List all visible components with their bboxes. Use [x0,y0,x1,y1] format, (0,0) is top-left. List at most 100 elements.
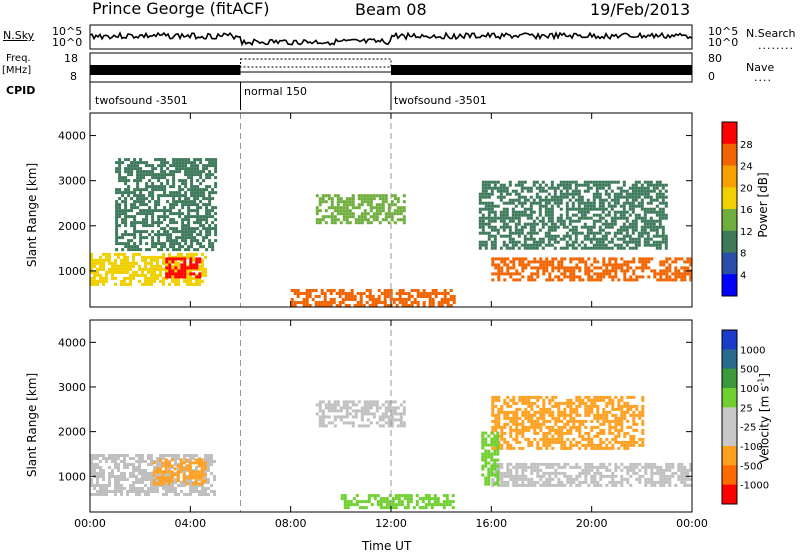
scatter-pixel [390,412,394,416]
scatter-pixel [563,465,567,469]
scatter-pixel [333,194,337,198]
scatter-pixel [598,201,602,205]
scatter-pixel [196,191,200,195]
scatter-pixel [214,212,218,216]
scatter-pixel [384,212,388,216]
velocity-colorbar-tick-label: 1000 [740,345,765,356]
scatter-pixel [324,406,328,410]
scatter-pixel [343,506,347,510]
scatter-pixel [496,434,500,438]
scatter-pixel [545,465,549,469]
power-colorbar-swatch [722,274,737,297]
scatter-pixel [665,275,669,279]
scatter-pixel [162,282,165,286]
scatter-pixel [520,231,524,235]
scatter-pixel [208,173,212,177]
scatter-pixel [637,192,641,196]
scatter-pixel [497,416,501,420]
scatter-pixel [172,206,176,210]
scatter-pixel [402,406,406,410]
scatter-pixel [638,443,642,447]
scatter-pixel [593,257,597,261]
scatter-pixel [586,207,590,211]
scatter-pixel [533,428,537,432]
scatter-pixel [174,275,178,279]
scatter-pixel [497,422,501,426]
scatter-pixel [214,170,218,174]
scatter-pixel [578,434,582,438]
scatter-pixel [574,192,578,196]
scatter-pixel [604,237,608,241]
scatter-pixel [626,419,630,423]
scatter-pixel [554,428,558,432]
scatter-pixel [129,490,132,493]
scatter-pixel [689,275,693,279]
scatter-pixel [508,180,512,184]
scatter-pixel [689,272,693,276]
scatter-pixel [186,279,189,283]
scatter-pixel [399,212,403,216]
scatter-pixel [481,207,485,211]
scatter-pixel [487,216,491,220]
scatter-pixel [593,416,597,420]
scatter-pixel [637,201,641,205]
scatter-pixel [538,213,542,217]
scatter-pixel [592,204,596,208]
freq-band [90,65,241,75]
scatter-pixel [557,278,561,282]
scatter-pixel [661,207,665,211]
scatter-pixel [375,215,379,219]
scatter-pixel [118,203,122,207]
scatter-pixel [586,204,590,208]
scatter-pixel [499,192,503,196]
scatter-pixel [188,464,192,468]
scatter-pixel [644,257,648,261]
scatter-pixel [186,478,189,481]
scatter-pixel [169,245,173,249]
scatter-pixel [632,416,636,420]
scatter-pixel [583,183,587,187]
scatter-pixel [589,237,593,241]
scatter-pixel [526,243,530,247]
scatter-pixel [318,403,322,407]
scatter-pixel [643,216,647,220]
nave-dotted-box [240,58,392,68]
scatter-pixel [182,473,186,477]
scatter-pixel [330,221,334,225]
scatter-pixel [505,216,509,220]
scatter-pixel [181,239,185,243]
scatter-pixel [605,263,609,267]
scatter-pixel [529,243,533,247]
scatter-pixel [548,440,552,444]
scatter-pixel [658,246,662,250]
scatter-pixel [632,471,636,475]
scatter-pixel [506,483,510,487]
scatter-pixel [115,236,119,240]
scatter-pixel [130,245,134,249]
scatter-pixel [646,234,650,238]
scatter-pixel [428,292,432,295]
scatter-pixel [369,400,373,404]
scatter-pixel [348,421,352,425]
scatter-pixel [190,161,194,165]
scatter-pixel [375,203,379,207]
scatter-pixel [490,219,494,223]
scatter-pixel [399,412,403,416]
scatter-pixel [544,213,548,217]
scatter-pixel [491,395,495,399]
scatter-pixel [644,465,648,469]
scatter-pixel [133,236,137,240]
scatter-pixel [368,298,372,301]
scatter-pixel [108,261,111,265]
scatter-pixel [165,481,168,484]
scatter-pixel [614,269,618,273]
scatter-pixel [144,255,147,259]
scatter-pixel [509,272,513,276]
scatter-pixel [141,255,144,259]
scatter-pixel [611,443,615,447]
scatter-pixel [532,228,536,232]
scatter-pixel [318,209,322,213]
scatter-pixel [175,158,179,162]
scatter-pixel [197,458,201,462]
scatter-pixel [605,416,609,420]
